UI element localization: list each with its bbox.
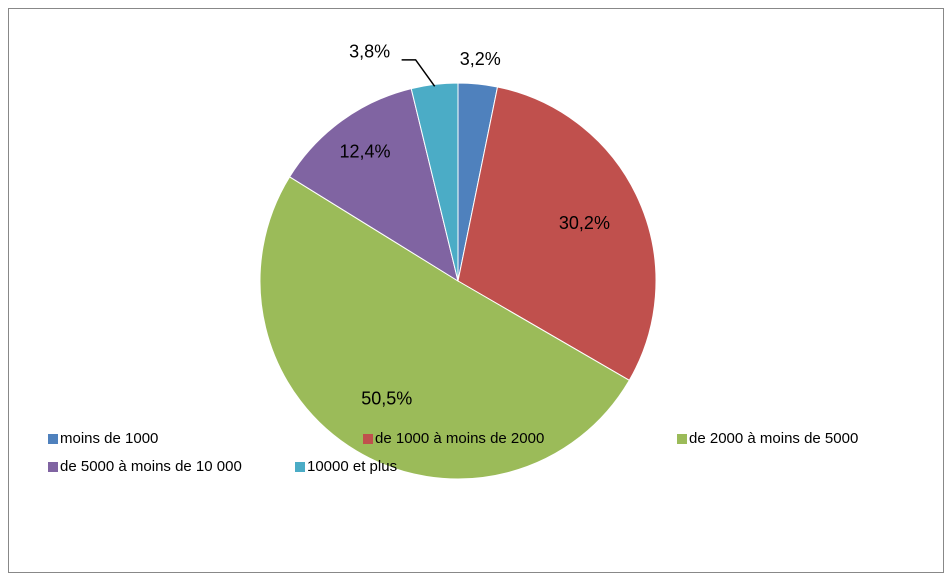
pie-slice [259, 176, 630, 480]
legend-swatch [363, 434, 373, 444]
legend-label: de 5000 à moins de 10 000 [60, 458, 242, 475]
pie-slice [410, 82, 459, 282]
legend-swatch [295, 462, 305, 472]
data-label: 12,4% [339, 142, 390, 162]
legend-label: 10000 et plus [307, 458, 397, 475]
data-label: 3,8% [349, 42, 390, 62]
leader-line [401, 59, 436, 87]
legend-label: moins de 1000 [60, 430, 158, 447]
legend-label: de 1000 à moins de 2000 [375, 430, 544, 447]
data-label: 50,5% [361, 389, 412, 409]
legend-swatch [677, 434, 687, 444]
data-label: 30,2% [559, 213, 610, 233]
legend-swatch [48, 462, 58, 472]
data-label: 3,2% [460, 49, 501, 69]
pie-slice [457, 86, 657, 382]
pie-slice [288, 88, 459, 283]
legend-swatch [48, 434, 58, 444]
legend-label: de 2000 à moins de 5000 [689, 430, 858, 447]
